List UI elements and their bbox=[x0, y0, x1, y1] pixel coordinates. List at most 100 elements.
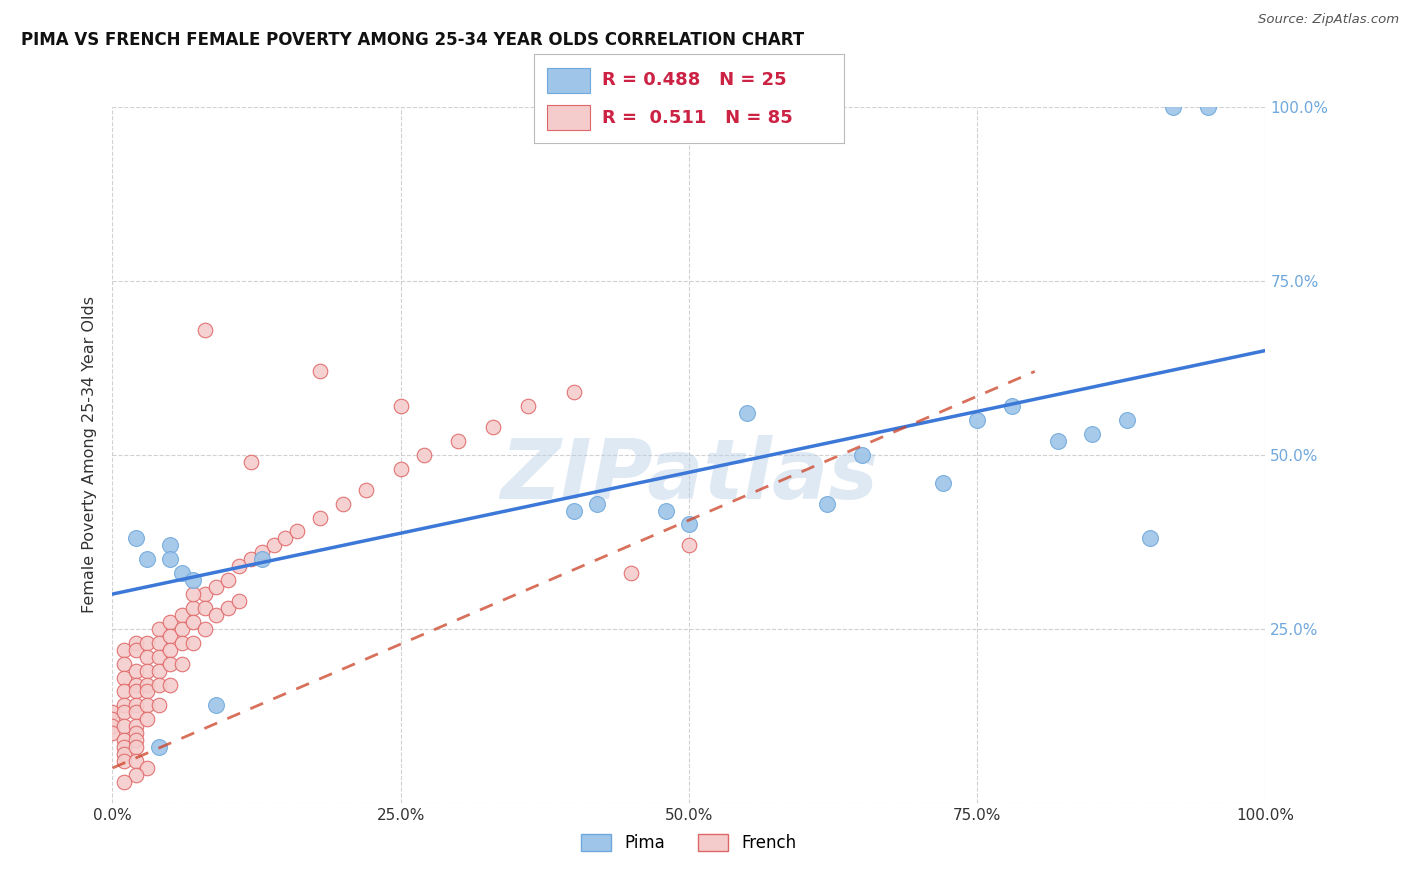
Point bbox=[101, 719, 124, 733]
Point bbox=[124, 664, 146, 678]
Point bbox=[205, 698, 228, 713]
Point bbox=[159, 642, 181, 657]
Point bbox=[252, 552, 274, 566]
Y-axis label: Female Poverty Among 25-34 Year Olds: Female Poverty Among 25-34 Year Olds bbox=[82, 296, 97, 614]
Point bbox=[194, 601, 217, 615]
Text: ZIPatlas: ZIPatlas bbox=[501, 435, 877, 516]
Point bbox=[194, 622, 217, 636]
Point bbox=[585, 497, 607, 511]
Point bbox=[112, 733, 135, 747]
Point bbox=[148, 636, 170, 650]
Point bbox=[101, 706, 124, 720]
Point bbox=[815, 497, 838, 511]
Point bbox=[309, 364, 332, 378]
Point bbox=[252, 545, 274, 559]
Point bbox=[931, 475, 953, 490]
Point bbox=[620, 566, 643, 581]
Point bbox=[136, 677, 159, 691]
Point bbox=[274, 532, 297, 546]
Point bbox=[170, 607, 193, 622]
Point bbox=[148, 664, 170, 678]
Point bbox=[412, 448, 434, 462]
Point bbox=[112, 747, 135, 761]
Point bbox=[1197, 100, 1219, 114]
Point bbox=[263, 538, 285, 552]
Point bbox=[562, 503, 585, 517]
Point bbox=[136, 552, 159, 566]
Point bbox=[516, 399, 538, 413]
Point bbox=[148, 740, 170, 755]
Point bbox=[205, 607, 228, 622]
Point bbox=[159, 552, 181, 566]
Point bbox=[1116, 413, 1139, 427]
Point bbox=[678, 517, 700, 532]
Point bbox=[101, 712, 124, 726]
Point bbox=[124, 733, 146, 747]
Point bbox=[170, 622, 193, 636]
Point bbox=[124, 642, 146, 657]
Point bbox=[159, 615, 181, 629]
Point bbox=[124, 726, 146, 740]
Point bbox=[112, 698, 135, 713]
Point bbox=[112, 775, 135, 789]
Point bbox=[562, 385, 585, 400]
Point bbox=[112, 684, 135, 698]
Point bbox=[447, 434, 470, 448]
Point bbox=[389, 462, 412, 476]
Point bbox=[124, 684, 146, 698]
Point bbox=[136, 761, 159, 775]
Point bbox=[285, 524, 308, 539]
Point bbox=[159, 538, 181, 552]
Bar bbox=[547, 105, 591, 130]
Point bbox=[181, 636, 204, 650]
Point bbox=[228, 559, 250, 574]
Point bbox=[1081, 427, 1104, 442]
Point bbox=[735, 406, 758, 420]
Point bbox=[136, 698, 159, 713]
Point bbox=[194, 323, 217, 337]
Point bbox=[966, 413, 988, 427]
Point bbox=[217, 601, 239, 615]
Text: R =  0.511   N = 85: R = 0.511 N = 85 bbox=[602, 109, 793, 127]
Point bbox=[239, 455, 262, 469]
Point bbox=[136, 712, 159, 726]
Point bbox=[124, 768, 146, 782]
Point bbox=[1001, 399, 1024, 413]
Point bbox=[124, 636, 146, 650]
Point bbox=[136, 664, 159, 678]
Point bbox=[239, 552, 262, 566]
Point bbox=[228, 594, 250, 608]
Point bbox=[678, 538, 700, 552]
Point bbox=[181, 587, 204, 601]
Point bbox=[1161, 100, 1184, 114]
Point bbox=[124, 740, 146, 755]
Point bbox=[332, 497, 354, 511]
Point bbox=[112, 754, 135, 768]
Point bbox=[124, 754, 146, 768]
Point bbox=[148, 622, 170, 636]
Point bbox=[148, 649, 170, 664]
Point bbox=[389, 399, 412, 413]
Point bbox=[205, 580, 228, 594]
Point bbox=[159, 657, 181, 671]
Point bbox=[482, 420, 505, 434]
Point bbox=[194, 587, 217, 601]
Point bbox=[170, 636, 193, 650]
Point bbox=[1139, 532, 1161, 546]
Text: PIMA VS FRENCH FEMALE POVERTY AMONG 25-34 YEAR OLDS CORRELATION CHART: PIMA VS FRENCH FEMALE POVERTY AMONG 25-3… bbox=[21, 31, 804, 49]
Legend: Pima, French: Pima, French bbox=[572, 826, 806, 861]
Point bbox=[124, 719, 146, 733]
Text: Source: ZipAtlas.com: Source: ZipAtlas.com bbox=[1258, 13, 1399, 27]
Point bbox=[112, 642, 135, 657]
Text: R = 0.488   N = 25: R = 0.488 N = 25 bbox=[602, 71, 787, 89]
Point bbox=[101, 726, 124, 740]
Point bbox=[112, 706, 135, 720]
Point bbox=[170, 566, 193, 581]
Point bbox=[112, 657, 135, 671]
Point bbox=[136, 636, 159, 650]
Point bbox=[148, 698, 170, 713]
Point bbox=[851, 448, 873, 462]
Point bbox=[136, 649, 159, 664]
Point bbox=[217, 573, 239, 587]
Point bbox=[124, 706, 146, 720]
